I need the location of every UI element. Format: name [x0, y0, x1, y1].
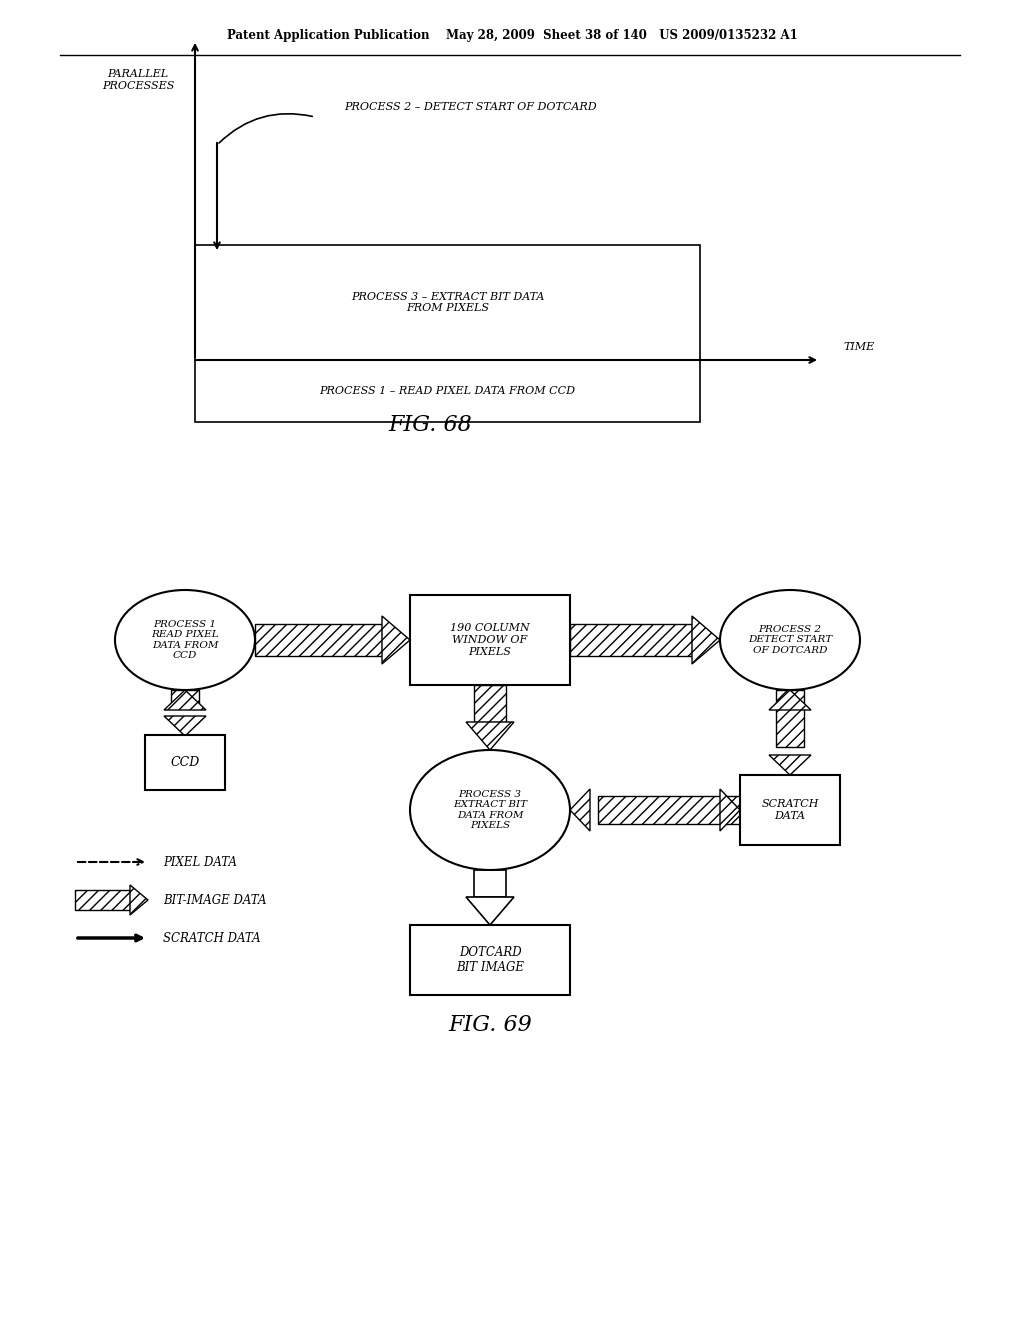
Polygon shape: [130, 884, 148, 915]
Text: SCRATCH
DATA: SCRATCH DATA: [761, 799, 819, 821]
Polygon shape: [769, 690, 811, 710]
Text: PROCESS 2
DETECT START
OF DOTCARD: PROCESS 2 DETECT START OF DOTCARD: [748, 626, 833, 655]
Text: PROCESS 2 – DETECT START OF DOTCARD: PROCESS 2 – DETECT START OF DOTCARD: [344, 102, 596, 112]
Text: PROCESS 1
READ PIXEL
DATA FROM
CCD: PROCESS 1 READ PIXEL DATA FROM CCD: [152, 620, 219, 660]
Bar: [776, 690, 804, 747]
Bar: [598, 796, 740, 824]
Bar: [195, 360, 700, 422]
Ellipse shape: [410, 750, 570, 870]
Bar: [474, 870, 506, 898]
Text: PROCESS 3 – EXTRACT BIT DATA
FROM PIXELS: PROCESS 3 – EXTRACT BIT DATA FROM PIXELS: [351, 292, 544, 313]
Ellipse shape: [720, 590, 860, 690]
Bar: [75, 890, 130, 909]
Text: CCD: CCD: [170, 756, 200, 770]
Bar: [145, 735, 225, 789]
Bar: [255, 624, 382, 656]
Bar: [410, 595, 570, 685]
Polygon shape: [570, 789, 590, 832]
Bar: [570, 624, 692, 656]
Bar: [740, 775, 840, 845]
Text: TIME: TIME: [843, 342, 874, 352]
Bar: [171, 690, 199, 708]
Text: PIXEL DATA: PIXEL DATA: [163, 855, 237, 869]
Text: DOTCARD
BIT IMAGE: DOTCARD BIT IMAGE: [456, 946, 524, 974]
Text: FIG. 69: FIG. 69: [449, 1014, 531, 1036]
Bar: [474, 685, 506, 722]
Bar: [410, 925, 570, 995]
Polygon shape: [466, 898, 514, 925]
Bar: [195, 246, 700, 360]
Text: PARALLEL
PROCESSES: PARALLEL PROCESSES: [101, 69, 174, 91]
Text: BIT-IMAGE DATA: BIT-IMAGE DATA: [163, 894, 266, 907]
Polygon shape: [164, 690, 206, 710]
Polygon shape: [382, 616, 410, 664]
Text: Patent Application Publication    May 28, 2009  Sheet 38 of 140   US 2009/013523: Patent Application Publication May 28, 2…: [226, 29, 798, 41]
Ellipse shape: [115, 590, 255, 690]
Text: 190 COLUMN
WINDOW OF
PIXELS: 190 COLUMN WINDOW OF PIXELS: [451, 623, 529, 656]
Text: SCRATCH DATA: SCRATCH DATA: [163, 932, 261, 945]
Polygon shape: [164, 715, 206, 737]
Text: PROCESS 1 – READ PIXEL DATA FROM CCD: PROCESS 1 – READ PIXEL DATA FROM CCD: [319, 385, 575, 396]
Polygon shape: [692, 616, 720, 664]
Polygon shape: [466, 722, 514, 750]
Polygon shape: [769, 755, 811, 775]
Text: PROCESS 3
EXTRACT BIT
DATA FROM
PIXELS: PROCESS 3 EXTRACT BIT DATA FROM PIXELS: [453, 789, 527, 830]
Polygon shape: [720, 789, 740, 832]
Text: FIG. 68: FIG. 68: [388, 414, 472, 436]
